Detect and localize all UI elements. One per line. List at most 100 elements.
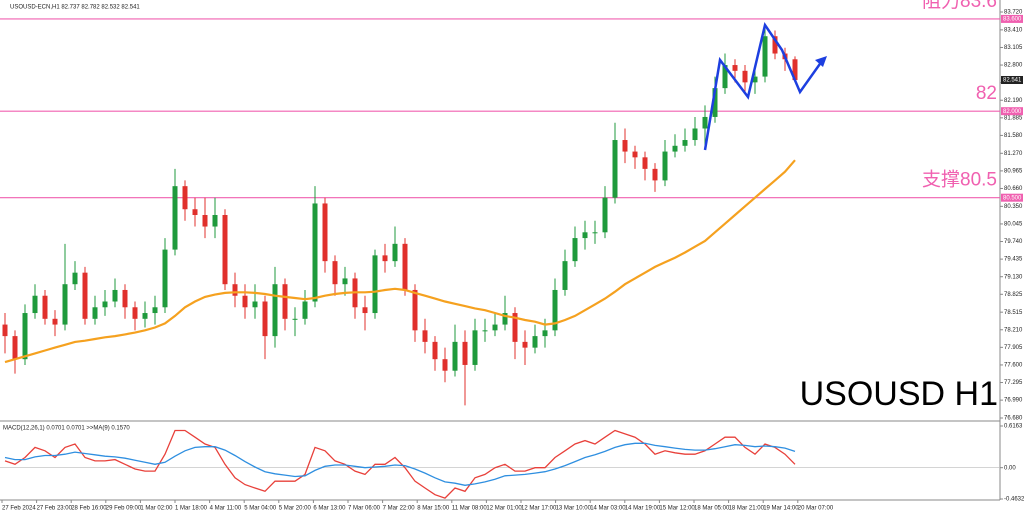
candle-body [642,157,648,169]
x-tick-label: 14 Mar 19:00 [625,506,661,512]
candle-body [212,215,218,227]
candle-body [292,318,298,320]
candle-body [402,243,408,290]
candle-body [82,272,88,319]
x-tick-label: 28 Feb 16:00 [71,506,107,512]
y-tick-label: 76.680 [1004,416,1023,422]
x-tick-label: 27 Feb 2024 [2,506,36,512]
candle-body [512,313,518,342]
candle-body [592,232,598,234]
macd-line [4,429,796,499]
candle-body [762,36,768,77]
y-tick-label: 79.740 [1004,239,1023,245]
candle-body [602,197,608,233]
x-tick-label: 12 Mar 01:00 [486,506,522,512]
candle-body [772,36,778,54]
x-tick-label: 18 Mar 21:00 [729,506,765,512]
candle-body [142,313,148,319]
candle-body [152,307,158,314]
candle-body [242,295,248,308]
candle-body [202,215,208,227]
candle-body [422,330,428,342]
price-tag [1001,75,1023,84]
arrowhead [815,56,827,67]
candle-body [32,295,38,314]
y-tick-label: 83.410 [1004,27,1023,33]
y-tick-label: 83.720 [1004,10,1023,16]
x-tick-label: 14 Mar 03:00 [590,506,626,512]
candle-body [562,261,568,290]
candle-body [582,232,588,239]
y-tick-label: 79.435 [1004,257,1023,263]
y-tick-label: 80.350 [1004,204,1023,210]
moving-average [4,159,796,364]
y-tick-label: 80.660 [1004,186,1023,192]
x-tick-label: 6 Mar 13:00 [313,506,346,512]
candle-body [132,307,138,319]
candle-body [552,289,558,331]
candle-body [122,289,128,308]
candle-body [652,168,658,181]
y-tick-label: 0.6163 [1004,424,1023,430]
candle-body [332,261,338,285]
y-tick-label: 82.190 [1004,98,1023,104]
candle-body [712,88,718,117]
candle-body [682,140,688,146]
candle-body [262,301,268,337]
candle-body [522,341,528,348]
candle-body [532,336,538,348]
x-tick-label: 27 Feb 23:00 [37,506,73,512]
level-tag-label: 82.000 [1003,109,1022,115]
x-tick-label: 11 Mar 08:00 [452,506,488,512]
x-tick-label: 5 Mar 20:00 [279,506,312,512]
level-label: 82 [976,83,997,104]
level-label: 阻力83.6 [922,0,997,12]
candle-body [492,324,498,331]
y-tick-label: -0.4632 [1004,497,1024,503]
macd-line [4,442,796,486]
y-tick-label: 80.045 [1004,222,1023,228]
candle-body [92,307,98,319]
candle-body [622,140,628,152]
candle-body [672,145,678,152]
level-tag-label: 83.600 [1003,16,1022,22]
x-tick-label: 1 Mar 02:00 [140,506,173,512]
x-tick-label: 29 Feb 09:00 [106,506,142,512]
candle-body [572,238,578,262]
y-tick-label: 81.580 [1004,133,1023,139]
candle-body [182,186,188,210]
header: USOUSD-ECN,H1 82.737 82.782 82.532 82.54… [10,5,140,11]
candle-body [482,330,488,332]
candle-body [452,341,458,371]
candle-body [752,76,758,83]
zigzag [703,21,824,151]
watermark: USOUSD H1 [800,375,998,413]
candle-body [102,301,108,308]
level-tag [1001,107,1023,116]
x-tick-label: 12 Mar 17:00 [521,506,557,512]
candle-body [722,65,728,89]
candle-body [342,278,348,285]
x-tick-label: 1 Mar 18:00 [175,506,208,512]
pattern-arrow [703,21,827,151]
level-tag-label: 80.500 [1003,195,1022,201]
y-tick-label: 80.965 [1004,168,1023,174]
candle-body [62,284,68,325]
candle-body [362,307,368,314]
candle-body [252,301,258,308]
level-label: 支撑80.5 [922,169,997,191]
candle-body [222,215,228,285]
candle-body [732,65,738,71]
candle-body [692,128,698,141]
price-tag-label: 82.541 [1003,78,1022,84]
y-tick-label: 81.270 [1004,151,1023,157]
candle-body [72,272,78,285]
candle-body [462,341,468,365]
y-tick-label: 79.130 [1004,274,1023,280]
candle-body [372,255,378,314]
candle-body [382,255,388,262]
x-tick-label: 5 Mar 04:00 [244,506,277,512]
